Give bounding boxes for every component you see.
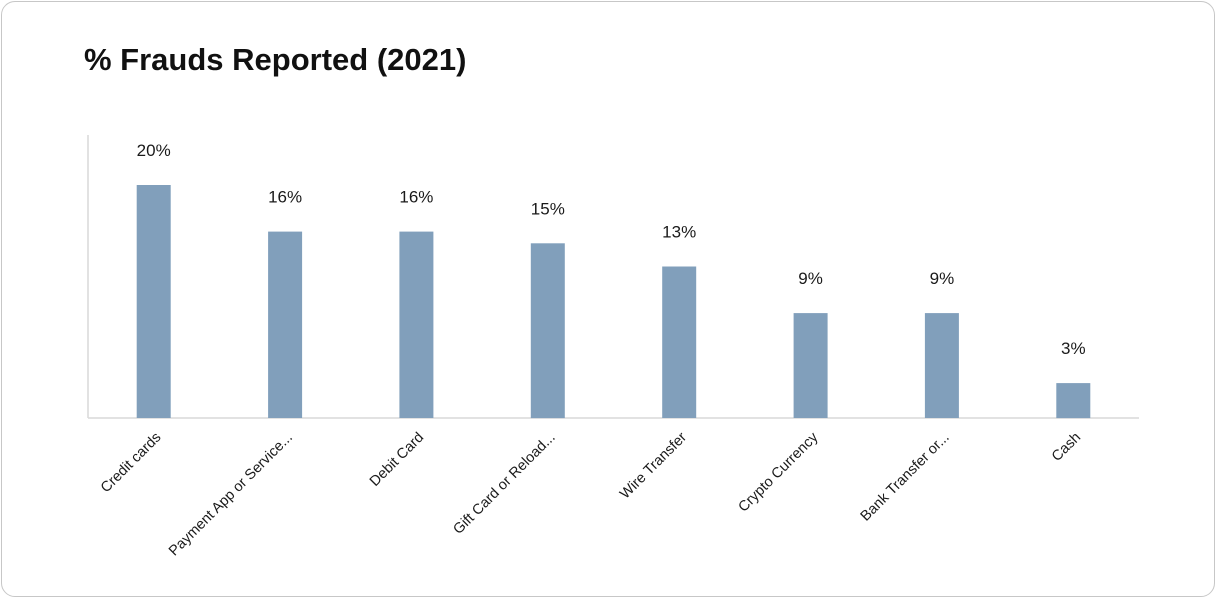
data-label: 16% [268, 188, 302, 207]
x-tick-labels-group: Credit cards Payment App or Service... Deb… [98, 429, 1084, 559]
data-label: 20% [137, 141, 171, 160]
bar [268, 231, 303, 418]
x-tick-label: Gift Card or Reload... [450, 430, 558, 538]
x-tick-label: Bank Transfer or... [858, 430, 953, 525]
x-tick-label: Wire Transfer [617, 429, 690, 502]
bar [924, 313, 959, 418]
bars-group [136, 185, 1091, 419]
bar [530, 243, 565, 419]
x-tick-label: Debit Card [367, 430, 427, 490]
bar [793, 313, 828, 418]
x-tick-label: Payment App or Service... [166, 430, 296, 560]
data-label: 15% [531, 199, 565, 218]
x-tick-label: Credit cards [98, 430, 165, 497]
bar [1056, 383, 1091, 419]
data-labels-group: 20% 16% 16% 15% 13% 9% 9% 3% [137, 141, 1086, 358]
x-tick-label: Cash [1049, 430, 1084, 465]
x-tick-label: Crypto Currency [735, 429, 821, 515]
data-label: 13% [662, 223, 696, 242]
chart-title: % Frauds Reported (2021) [84, 42, 467, 77]
bar [136, 185, 171, 418]
data-label: 3% [1061, 339, 1086, 358]
data-label: 9% [798, 269, 823, 288]
data-label: 16% [399, 188, 433, 207]
data-label: 9% [930, 269, 955, 288]
bar [662, 266, 697, 418]
bar [399, 231, 434, 418]
